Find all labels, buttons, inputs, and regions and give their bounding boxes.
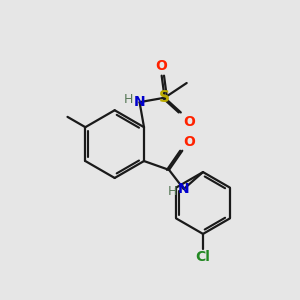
- Text: O: O: [184, 135, 196, 149]
- Text: H: H: [124, 93, 133, 106]
- Text: S: S: [159, 90, 170, 105]
- Text: Cl: Cl: [196, 250, 210, 264]
- Text: O: O: [156, 59, 168, 73]
- Text: O: O: [183, 115, 195, 129]
- Text: H: H: [168, 185, 177, 199]
- Text: N: N: [134, 95, 146, 109]
- Text: N: N: [178, 182, 190, 196]
